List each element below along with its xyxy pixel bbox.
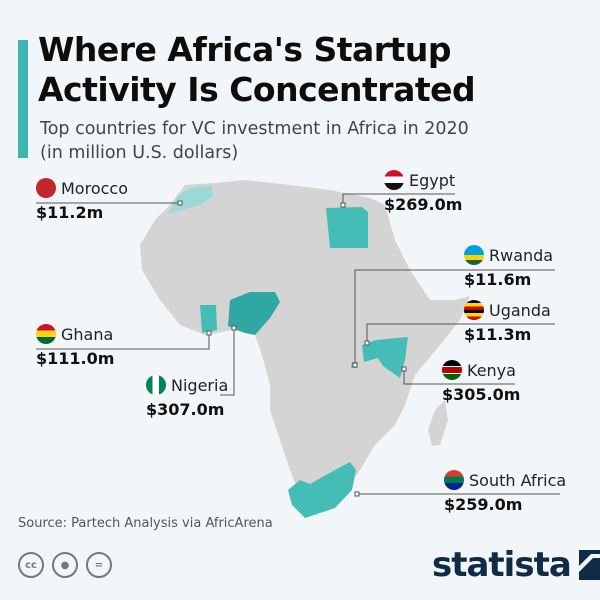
subtitle-line-2: (in million U.S. dollars) [40, 143, 239, 163]
label-nigeria: Nigeria $307.0m [146, 375, 229, 419]
kenya-shape [376, 337, 408, 378]
south-africa-shape [288, 462, 356, 518]
ghana-flag-icon [36, 324, 56, 344]
morocco-flag-icon [36, 178, 56, 198]
uganda-flag-icon [464, 300, 484, 320]
source-note: Source: Partech Analysis via AfricArena [18, 516, 273, 531]
label-south-africa: South Africa $259.0m [444, 470, 567, 514]
license-icons: cc ● = [18, 552, 112, 578]
label-uganda: Uganda $11.3m [464, 300, 551, 344]
africa-landmass [140, 180, 470, 500]
attribution-icon[interactable]: ● [52, 552, 78, 578]
rwanda-flag-icon [464, 245, 484, 265]
label-kenya: Kenya $305.0m [442, 360, 521, 404]
egypt-shape [326, 207, 368, 248]
label-morocco: Morocco $11.2m [36, 178, 128, 222]
no-derivatives-icon[interactable]: = [86, 552, 112, 578]
chart-title: Where Africa's Startup Activity Is Conce… [38, 30, 476, 109]
label-rwanda: Rwanda $11.6m [464, 245, 554, 289]
egypt-flag-icon [384, 170, 404, 190]
statista-logo-icon [578, 550, 600, 580]
morocco-shape [168, 186, 213, 214]
label-ghana: Ghana $111.0m [36, 324, 115, 368]
nigeria-shape [228, 292, 280, 335]
chart-subtitle: Top countries for VC investment in Afric… [40, 117, 469, 165]
leader-markers [177, 200, 407, 497]
accent-bar [18, 40, 28, 158]
leader-lines [36, 193, 560, 495]
kenya-flag-icon [442, 360, 462, 380]
creative-commons-icon[interactable]: cc [18, 552, 44, 578]
south-africa-flag-icon [444, 470, 464, 490]
ghana-shape [200, 305, 217, 333]
subtitle-line-1: Top countries for VC investment in Afric… [40, 119, 469, 139]
nigeria-flag-icon [146, 375, 166, 395]
madagascar [428, 400, 448, 446]
label-egypt: Egypt $269.0m [384, 170, 463, 214]
statista-logo[interactable]: statista [432, 548, 600, 582]
